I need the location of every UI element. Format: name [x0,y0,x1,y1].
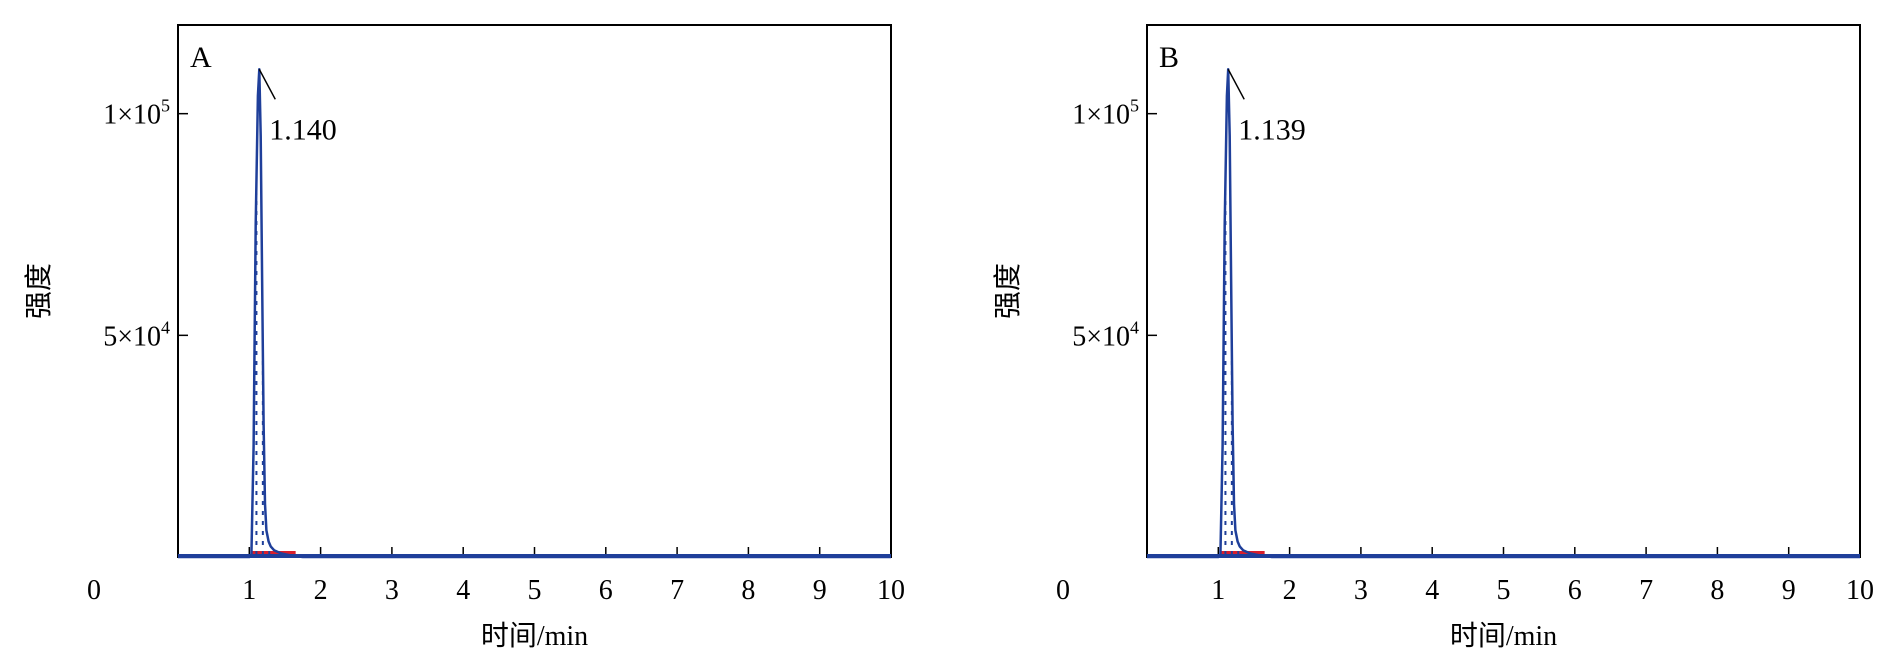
x-tick-label: 3 [385,575,399,606]
x-tick-label: 2 [314,575,328,606]
peak-label: 1.139 [1238,113,1306,146]
y-tick-base: 1×10 [103,100,161,131]
x-tick-label: 8 [1710,575,1724,606]
x-tick-label: 6 [1568,575,1582,606]
x-tick-label: 4 [1425,575,1439,606]
y-tick-base: 5×10 [103,321,161,352]
y-tick-label: 1×105 [1072,96,1139,131]
x-tick-label: 0 [87,575,101,606]
y-tick-base: 5×10 [1072,321,1130,352]
peak-label: 1.140 [269,113,337,146]
x-tick-label: 2 [1283,575,1297,606]
y-tick-label: 1×105 [103,96,170,131]
y-tick-exponent: 5 [1130,96,1139,116]
x-tick-label: 1 [242,575,256,606]
x-tick-label: 3 [1354,575,1368,606]
y-tick-label: 5×104 [1072,317,1139,352]
integration-baseline [1220,551,1265,556]
y-tick-exponent: 5 [161,96,170,116]
y-axis-title: 强度 [992,263,1024,319]
x-tick-label: 6 [599,575,613,606]
x-tick-label: 1 [1211,575,1225,606]
x-tick-label: 9 [813,575,827,606]
y-tick-exponent: 4 [161,317,170,337]
plot-frame [177,24,892,558]
panel-label: A [190,41,212,74]
x-axis-title: 时间/min [481,620,588,652]
panel-label: B [1159,41,1179,74]
x-tick-label: 9 [1782,575,1796,606]
x-tick-label: 5 [528,575,542,606]
y-tick-label: 5×104 [103,317,170,352]
peak-leader-line [1227,68,1245,100]
x-tick-label: 4 [456,575,470,606]
peak-leader-line [258,68,276,100]
plot-frame [1146,24,1861,558]
x-tick-label: 7 [1639,575,1653,606]
x-tick-label: 0 [1056,575,1070,606]
x-tick-label: 5 [1497,575,1511,606]
y-axis-title: 强度 [23,263,55,319]
y-tick-base: 1×10 [1072,100,1130,131]
x-tick-label: 10 [1846,575,1874,606]
integration-baseline [251,551,296,556]
y-tick-exponent: 4 [1130,317,1139,337]
x-axis-title: 时间/min [1450,620,1557,652]
x-tick-label: 7 [670,575,684,606]
x-tick-label: 8 [741,575,755,606]
x-tick-label: 10 [877,575,905,606]
